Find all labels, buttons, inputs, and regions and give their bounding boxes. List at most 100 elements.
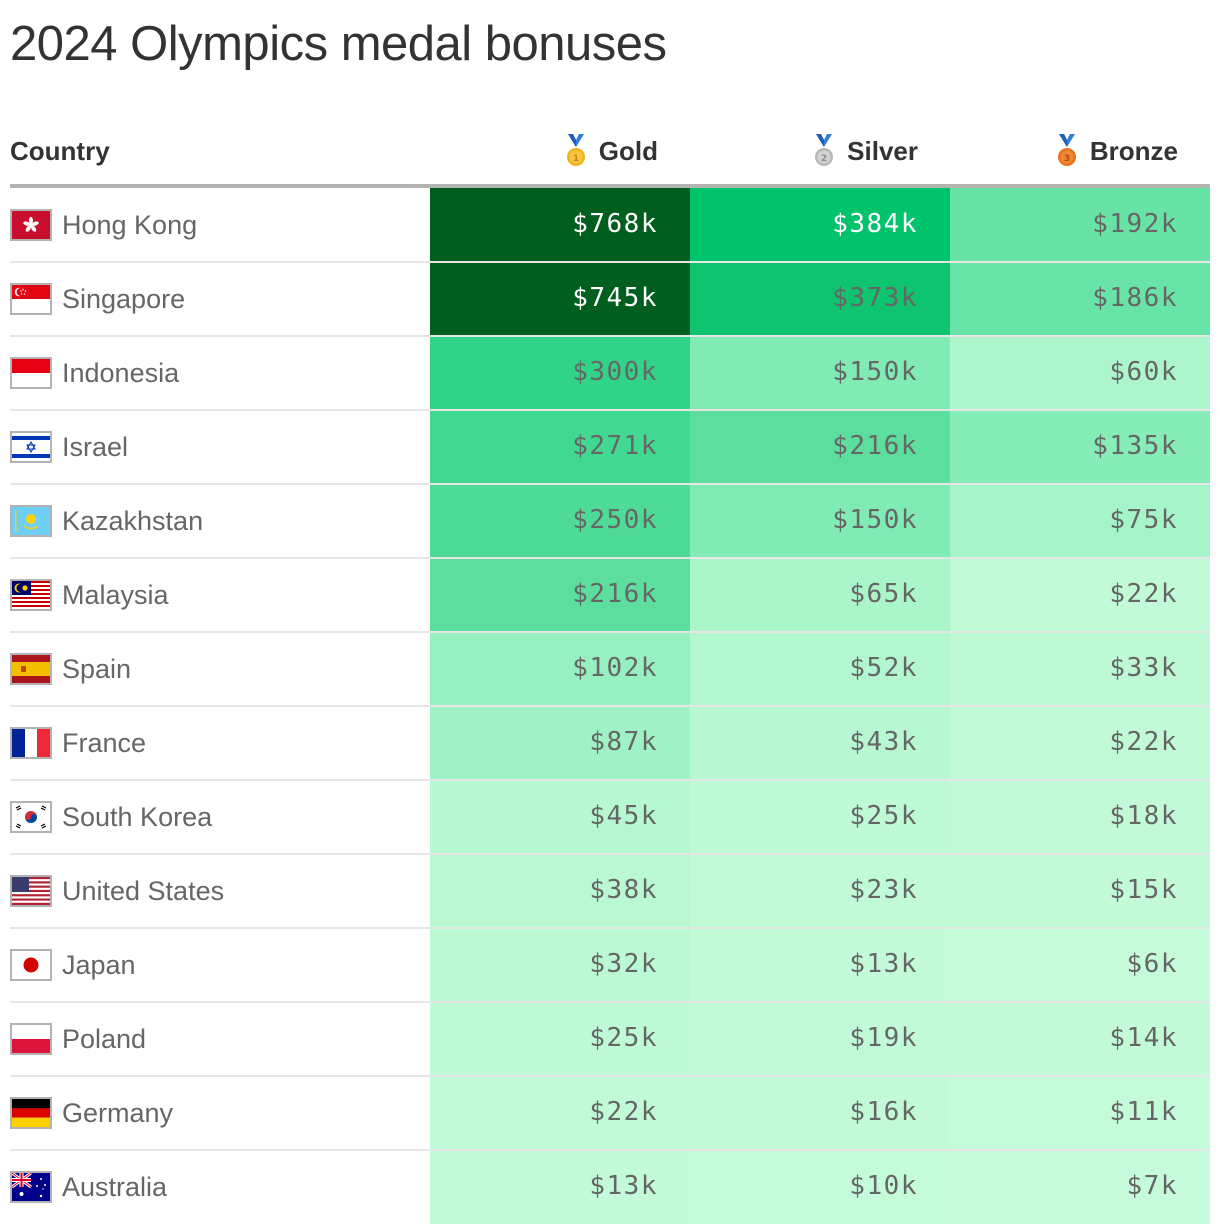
table-row: Kazakhstan $250k $150k $75k xyxy=(10,483,1210,558)
table-row: Spain $102k $52k $33k xyxy=(10,631,1210,706)
country-name: Israel xyxy=(62,432,129,462)
gold-bonus-cell: $22k xyxy=(430,1076,690,1150)
bronze-bonus-cell: $22k xyxy=(950,706,1210,780)
table-header: Country 1 Gold 2 Silver xyxy=(10,118,1210,188)
silver-bonus-cell: $19k xyxy=(690,1002,950,1076)
country-cell: Japan xyxy=(10,928,136,1002)
country-cell: France xyxy=(10,706,146,780)
country-name: Singapore xyxy=(62,284,186,314)
svg-text:1: 1 xyxy=(573,154,579,164)
flag-indonesia-icon xyxy=(10,357,52,389)
silver-bonus-cell: $16k xyxy=(690,1076,950,1150)
flag-poland-icon xyxy=(10,1023,52,1055)
table-body: Hong Kong $768k $384k $192k Singapore $745k $3… xyxy=(10,188,1210,1224)
gold-bonus-cell: $102k xyxy=(430,632,690,706)
country-name: Malaysia xyxy=(62,580,169,610)
page-title: 2024 Olympics medal bonuses xyxy=(10,17,667,71)
gold-bonus-cell: $13k xyxy=(430,1150,690,1224)
table-row: Singapore $745k $373k $186k xyxy=(10,261,1210,336)
bronze-bonus-cell: $11k xyxy=(950,1076,1210,1150)
bronze-label: Bronze xyxy=(1089,136,1178,166)
country-name: Indonesia xyxy=(62,358,180,388)
table-row: Malaysia $216k $65k $22k xyxy=(10,557,1210,632)
table-row: United States $38k $23k $15k xyxy=(10,853,1210,928)
bronze-bonus-cell: $192k xyxy=(950,188,1210,262)
gold-label: Gold xyxy=(598,136,658,166)
gold-bonus-cell: $25k xyxy=(430,1002,690,1076)
country-name: Japan xyxy=(62,950,136,980)
country-cell: Spain xyxy=(10,632,131,706)
flag-united-states-icon xyxy=(10,875,52,907)
gold-bonus-cell: $250k xyxy=(430,484,690,558)
country-cell: Australia xyxy=(10,1150,167,1224)
gold-bonus-cell: $38k xyxy=(430,854,690,928)
country-name: Germany xyxy=(62,1098,174,1128)
flag-singapore-icon xyxy=(10,283,52,315)
svg-text:3: 3 xyxy=(1064,154,1070,164)
flag-israel-icon xyxy=(10,431,52,463)
bronze-medal-icon: 3 xyxy=(1057,134,1076,166)
silver-bonus-cell: $216k xyxy=(690,410,950,484)
flag-spain-icon xyxy=(10,653,52,685)
country-cell: Indonesia xyxy=(10,336,179,410)
silver-medal-icon: 2 xyxy=(815,134,834,166)
flag-japan-icon xyxy=(10,949,52,981)
country-name: Poland xyxy=(62,1024,147,1054)
flag-malaysia-icon xyxy=(10,579,52,611)
bronze-bonus-cell: $75k xyxy=(950,484,1210,558)
country-name: Kazakhstan xyxy=(62,506,204,536)
silver-bonus-cell: $13k xyxy=(690,928,950,1002)
table-row: Hong Kong $768k $384k $192k xyxy=(10,188,1210,262)
gold-medal-icon: 1 xyxy=(566,134,585,166)
country-cell: Israel xyxy=(10,410,128,484)
gold-bonus-cell: $216k xyxy=(430,558,690,632)
medal-bonus-table: Country 1 Gold 2 Silver xyxy=(10,118,1210,1224)
bronze-bonus-cell: $18k xyxy=(950,780,1210,854)
country-cell: Germany xyxy=(10,1076,173,1150)
gold-bonus-cell: $45k xyxy=(430,780,690,854)
country-cell: Poland xyxy=(10,1002,146,1076)
silver-bonus-cell: $373k xyxy=(690,262,950,336)
table-row: Indonesia $300k $150k $60k xyxy=(10,335,1210,410)
table-row: France $87k $43k $22k xyxy=(10,705,1210,780)
flag-australia-icon xyxy=(10,1171,52,1203)
silver-bonus-cell: $43k xyxy=(690,706,950,780)
country-cell: Kazakhstan xyxy=(10,484,203,558)
gold-bonus-cell: $271k xyxy=(430,410,690,484)
gold-bonus-cell: $300k xyxy=(430,336,690,410)
column-header-bronze: 3 Bronze xyxy=(950,134,1210,168)
bronze-bonus-cell: $15k xyxy=(950,854,1210,928)
country-name: Australia xyxy=(62,1172,168,1202)
silver-bonus-cell: $23k xyxy=(690,854,950,928)
country-name: South Korea xyxy=(62,802,213,832)
silver-label: Silver xyxy=(847,136,918,166)
column-header-gold: 1 Gold xyxy=(430,134,690,168)
country-cell: Hong Kong xyxy=(10,188,197,262)
table-row: Japan $32k $13k $6k xyxy=(10,927,1210,1002)
gold-bonus-cell: $768k xyxy=(430,188,690,262)
bronze-bonus-cell: $33k xyxy=(950,632,1210,706)
silver-bonus-cell: $384k xyxy=(690,188,950,262)
table-row: Australia $13k $10k $7k xyxy=(10,1149,1210,1224)
gold-bonus-cell: $32k xyxy=(430,928,690,1002)
country-name: France xyxy=(62,728,147,758)
gold-bonus-cell: $87k xyxy=(430,706,690,780)
flag-france-icon xyxy=(10,727,52,759)
bronze-bonus-cell: $22k xyxy=(950,558,1210,632)
table-row: Israel $271k $216k $135k xyxy=(10,409,1210,484)
silver-bonus-cell: $150k xyxy=(690,484,950,558)
silver-bonus-cell: $10k xyxy=(690,1150,950,1224)
flag-hong-kong-icon xyxy=(10,209,52,241)
country-cell: Malaysia xyxy=(10,558,169,632)
bronze-bonus-cell: $135k xyxy=(950,410,1210,484)
silver-bonus-cell: $25k xyxy=(690,780,950,854)
bronze-bonus-cell: $186k xyxy=(950,262,1210,336)
bronze-bonus-cell: $6k xyxy=(950,928,1210,1002)
svg-text:2: 2 xyxy=(821,154,827,164)
country-cell: United States xyxy=(10,854,224,928)
bronze-bonus-cell: $14k xyxy=(950,1002,1210,1076)
table-row: South Korea $45k $25k $18k xyxy=(10,779,1210,854)
table-row: Poland $25k $19k $14k xyxy=(10,1001,1210,1076)
country-name: Spain xyxy=(62,654,132,684)
flag-kazakhstan-icon xyxy=(10,505,52,537)
